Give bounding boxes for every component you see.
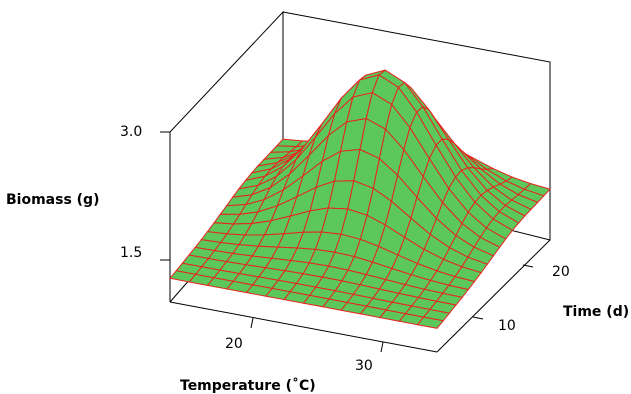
y-axis-label: Time (d) xyxy=(563,304,629,320)
surface-cell xyxy=(416,316,445,329)
z-axis-label: Biomass (g) xyxy=(6,192,99,208)
x-tick-label-20: 20 xyxy=(225,336,243,352)
back-wall-left xyxy=(169,10,284,302)
z-tick-label-1.5: 1.5 xyxy=(120,245,142,261)
surface-mesh xyxy=(169,69,551,329)
z-axis: 3.0 1.5 Biomass (g) xyxy=(6,124,170,261)
y-tick-10 xyxy=(472,316,484,320)
front-floor-edge xyxy=(169,301,438,353)
x-axis-label: Temperature (˚C) xyxy=(180,377,316,394)
y-tick-20 xyxy=(522,264,534,268)
z-tick-label-3.0: 3.0 xyxy=(120,124,142,140)
y-tick-label-20: 20 xyxy=(552,264,570,280)
right-floor-edge xyxy=(436,239,551,353)
x-tick-30 xyxy=(380,341,384,353)
x-tick-20 xyxy=(250,317,254,329)
x-tick-label-30: 30 xyxy=(355,358,373,374)
y-tick-label-10: 10 xyxy=(498,318,516,334)
x-axis: 20 30 Temperature (˚C) xyxy=(180,317,384,394)
y-axis: 10 20 Time (d) xyxy=(472,264,629,334)
